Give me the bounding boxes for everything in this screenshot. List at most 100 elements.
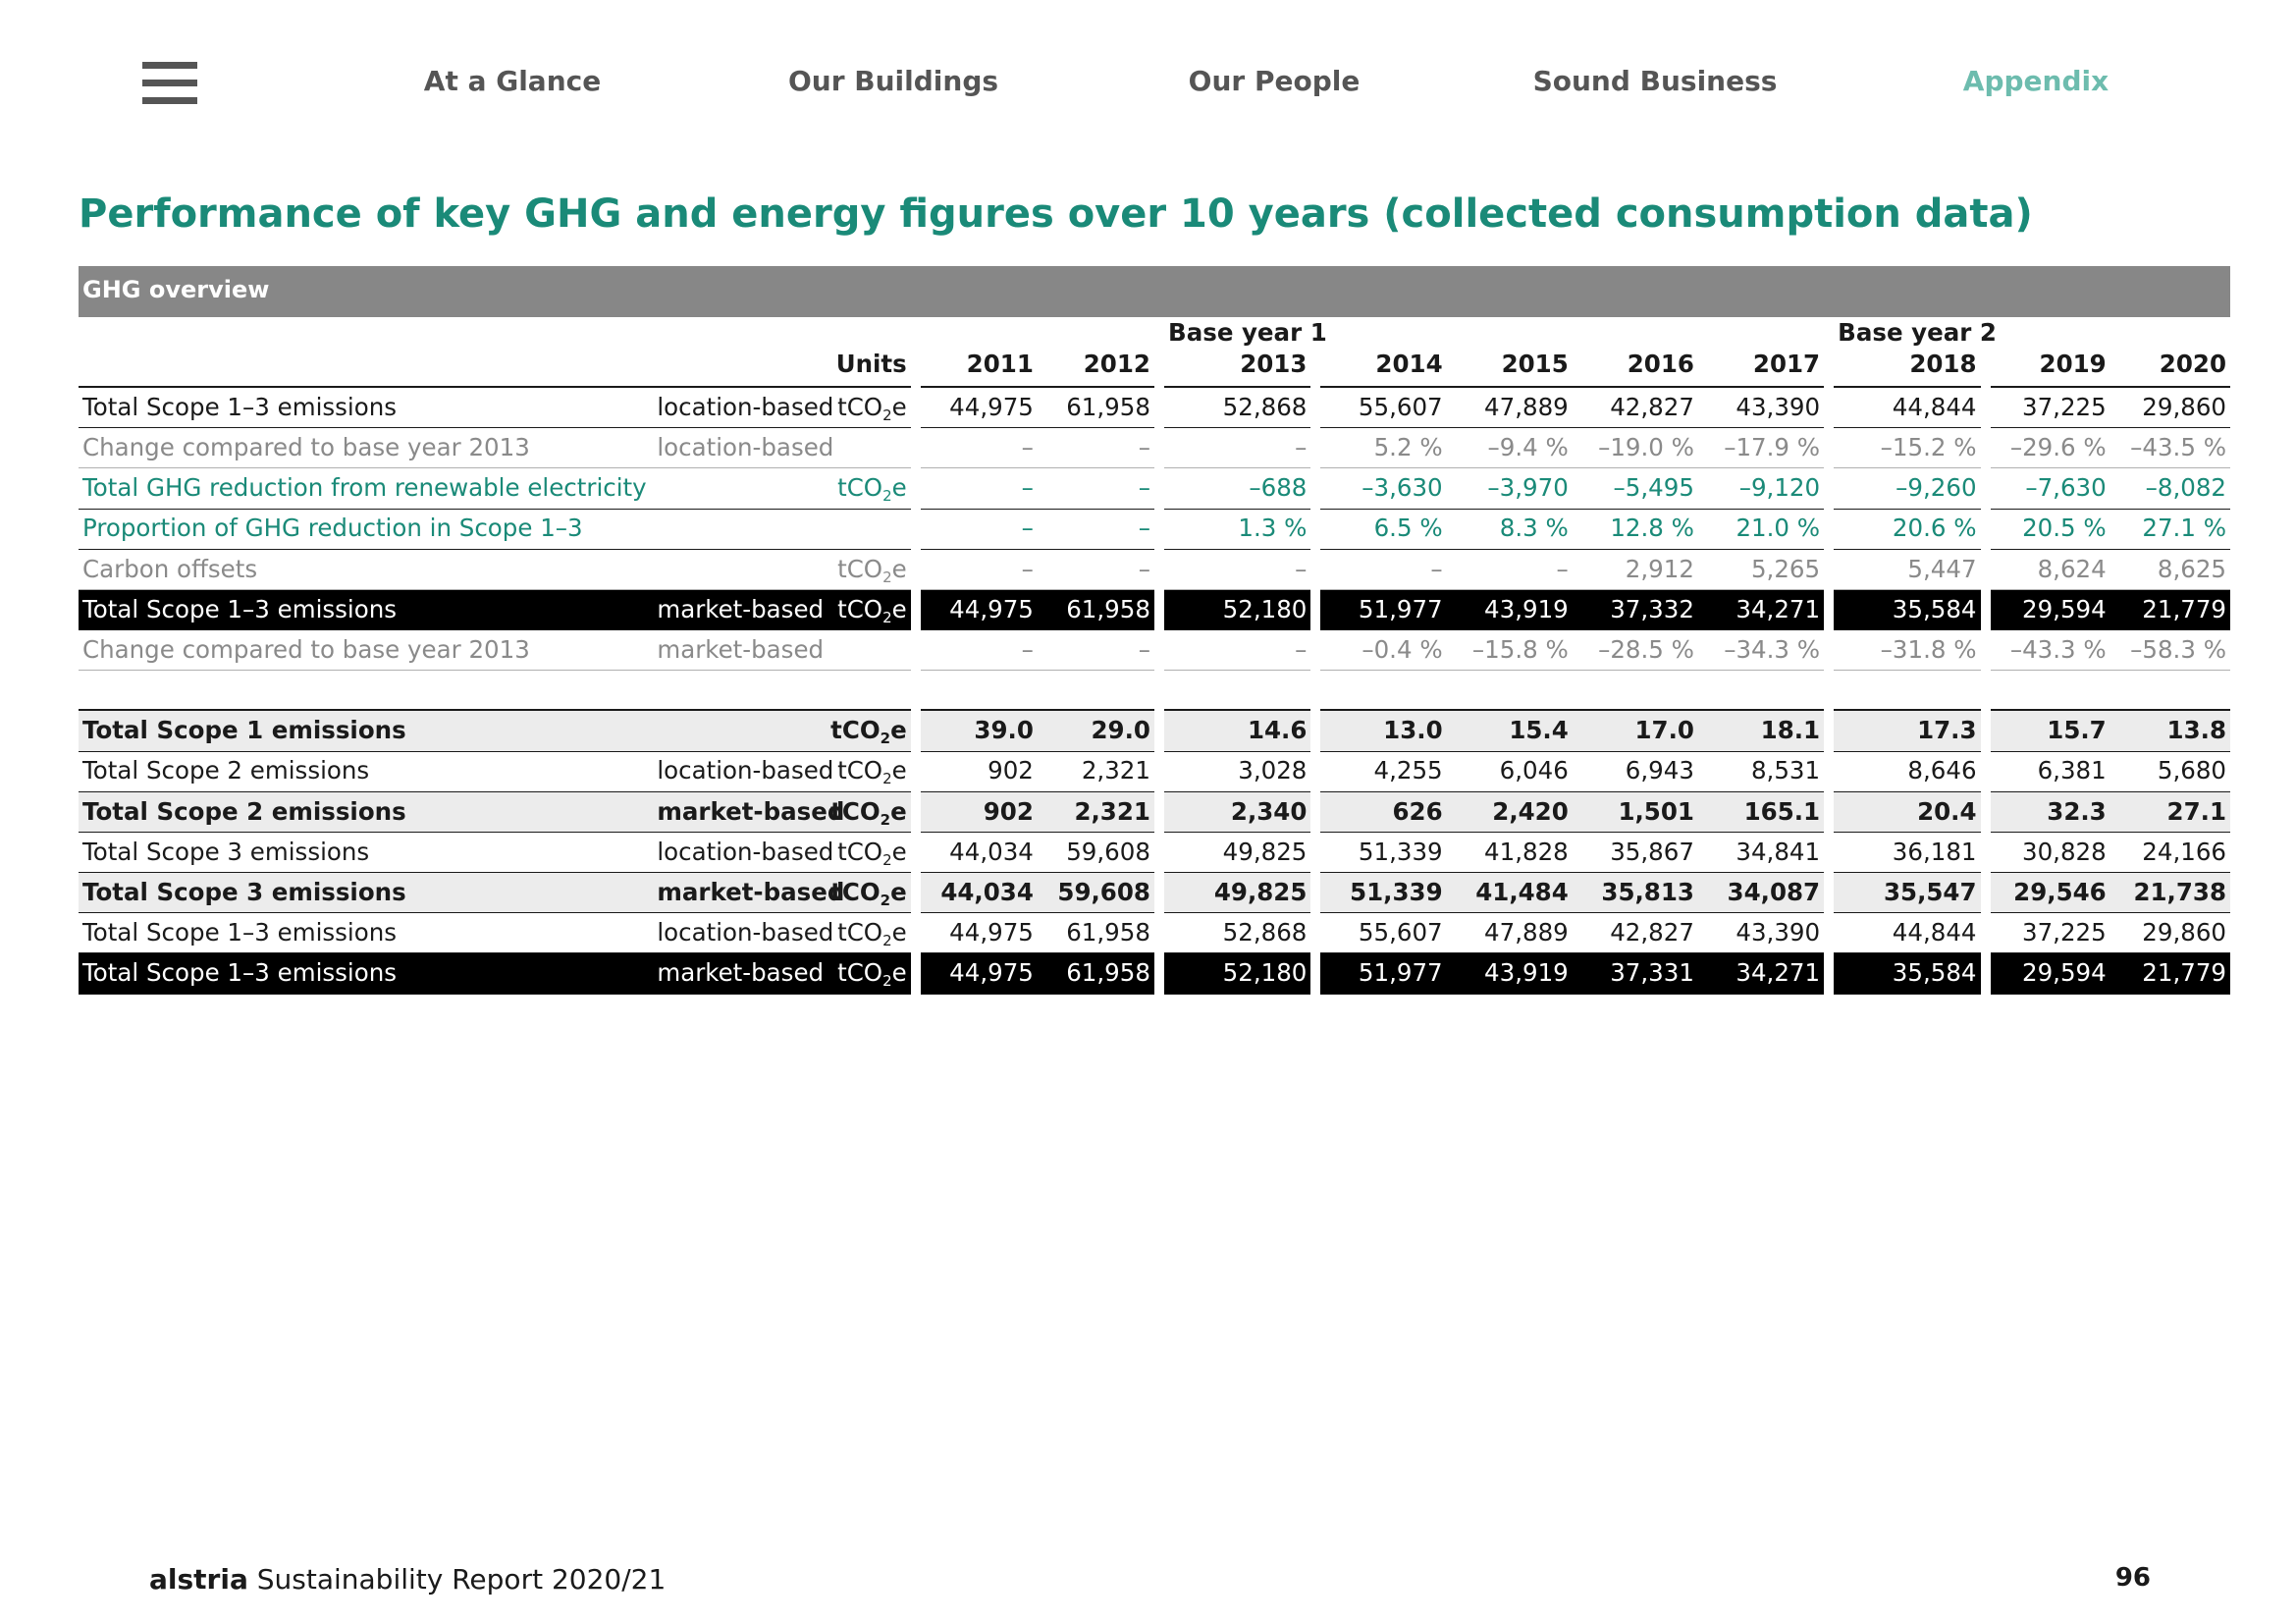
value-cell: –3,970 (1446, 468, 1573, 510)
value-cell: 29,860 (2109, 913, 2230, 954)
row-label: Change compared to base year 2013 (79, 630, 654, 672)
value-cell: 5,680 (2109, 752, 2230, 792)
value-cell: 15.4 (1446, 711, 1573, 752)
table-row: Carbon offsets tCO2e – – – – –2,912 5,265 5,447 8… (79, 549, 2230, 590)
value-cell: 41,484 (1446, 873, 1573, 914)
value-cell: 21,738 (2109, 873, 2230, 914)
value-cell: –43.5 % (2109, 428, 2230, 469)
row-unit: tCO2e (821, 833, 911, 874)
value-cell: – (1037, 510, 1154, 550)
row-basis: location-based (653, 428, 833, 469)
value-cell: 29,594 (1990, 953, 2110, 995)
value-cell: 37,225 (1990, 388, 2110, 429)
value-cell: 44,975 (920, 913, 1038, 954)
value-cell: –58.3 % (2109, 630, 2230, 672)
value-cell: 29,594 (1990, 589, 2110, 631)
value-cell: 35,584 (1834, 953, 1981, 995)
value-cell: 44,975 (920, 589, 1038, 631)
value-cell: –29.6 % (1990, 428, 2110, 469)
value-cell: 29,546 (1990, 873, 2110, 914)
value-cell: 12.8 % (1572, 510, 1698, 550)
value-cell: 52,180 (1164, 953, 1311, 995)
value-cell: 42,827 (1572, 388, 1698, 429)
year-header: 2014 (1320, 317, 1447, 388)
table-row: Total Scope 2 emissions market-based tCO2e… (79, 791, 2230, 833)
value-cell: – (1164, 550, 1311, 590)
value-cell: – (1320, 550, 1447, 590)
value-cell: 17.3 (1834, 711, 1981, 752)
value-cell: –688 (1164, 468, 1311, 510)
nav-our-people[interactable]: Our People (1188, 65, 1361, 97)
table-row: Proportion of GHG reduction in Scope 1–3… (79, 509, 2230, 550)
table-row: Total Scope 3 emissions location-based tCO… (79, 832, 2230, 874)
value-cell: 32.3 (1990, 791, 2110, 833)
value-cell: 44,844 (1834, 388, 1981, 429)
nav-our-buildings[interactable]: Our Buildings (787, 65, 999, 97)
row-basis: market-based (653, 630, 824, 672)
value-cell: 27.1 % (2109, 510, 2230, 550)
row-label: Change compared to base year 2013 (79, 428, 654, 469)
value-cell: 34,841 (1697, 833, 1825, 874)
ghg-overview-table: Units 2011 2012 Base year 1 2013 2014 201… (79, 317, 2230, 995)
row-basis (653, 510, 822, 550)
value-cell: 44,034 (920, 873, 1038, 914)
value-cell: 15.7 (1990, 711, 2110, 752)
value-cell: –28.5 % (1572, 630, 1698, 672)
value-cell: – (1446, 550, 1573, 590)
page-number: 96 (2114, 1563, 2151, 1593)
year-header: 2019 (1990, 317, 2110, 388)
nav-appendix[interactable]: Appendix (1962, 65, 2109, 97)
value-cell: – (920, 468, 1038, 510)
row-unit: tCO2e (821, 953, 911, 995)
section-header: GHG overview (79, 266, 2230, 317)
value-cell: 44,034 (920, 833, 1038, 874)
year-header-base-1: Base year 1 2013 (1164, 317, 1327, 388)
value-cell: 20.4 (1834, 791, 1981, 833)
value-cell: 39.0 (920, 711, 1038, 752)
row-label: Total Scope 2 emissions (79, 791, 654, 833)
row-unit: tCO2e (821, 468, 911, 510)
value-cell: –19.0 % (1572, 428, 1698, 469)
row-basis: location-based (653, 752, 833, 792)
value-cell: 626 (1320, 791, 1447, 833)
value-cell: 27.1 (2109, 791, 2230, 833)
brand-name: alstria (149, 1563, 248, 1596)
value-cell: 5,265 (1697, 550, 1825, 590)
row-unit: tCO2e (821, 752, 911, 792)
value-cell: 61,958 (1037, 388, 1154, 429)
year-header: 2017 (1697, 317, 1825, 388)
value-cell: 52,180 (1164, 589, 1311, 631)
table-row: Total Scope 3 emissions market-based tCO2e… (79, 873, 2230, 914)
row-unit: tCO2e (821, 550, 911, 590)
value-cell: 37,332 (1572, 589, 1698, 631)
value-cell: 5.2 % (1320, 428, 1447, 469)
value-cell: 1.3 % (1164, 510, 1311, 550)
value-cell: –34.3 % (1697, 630, 1825, 672)
row-basis: market-based (653, 953, 824, 995)
value-cell: 49,825 (1164, 833, 1311, 874)
value-cell: 902 (920, 752, 1038, 792)
value-cell: 29,860 (2109, 388, 2230, 429)
row-label: Total Scope 1–3 emissions (79, 388, 654, 429)
row-basis: location-based (653, 388, 833, 429)
value-cell: 21.0 % (1697, 510, 1825, 550)
value-cell: 51,977 (1320, 953, 1447, 995)
nav-at-a-glance[interactable]: At a Glance (423, 65, 602, 97)
value-cell: –43.3 % (1990, 630, 2110, 672)
value-cell: 43,919 (1446, 589, 1573, 631)
value-cell: 8,624 (1990, 550, 2110, 590)
value-cell: 21,779 (2109, 953, 2230, 995)
value-cell: 47,889 (1446, 913, 1573, 954)
value-cell: 30,828 (1990, 833, 2110, 874)
nav-sound-business[interactable]: Sound Business (1532, 65, 1778, 97)
row-label: Total GHG reduction from renewable elect… (79, 468, 654, 510)
value-cell: –17.9 % (1697, 428, 1825, 469)
value-cell: – (920, 510, 1038, 550)
table-row: Change compared to base year 2013 market-… (79, 630, 2230, 672)
row-label: Proportion of GHG reduction in Scope 1–3 (79, 510, 654, 550)
value-cell: 2,340 (1164, 791, 1311, 833)
menu-icon[interactable] (142, 62, 197, 105)
row-basis: market-based (653, 873, 844, 914)
value-cell: 34,271 (1697, 589, 1825, 631)
row-label: Total Scope 3 emissions (79, 833, 654, 874)
